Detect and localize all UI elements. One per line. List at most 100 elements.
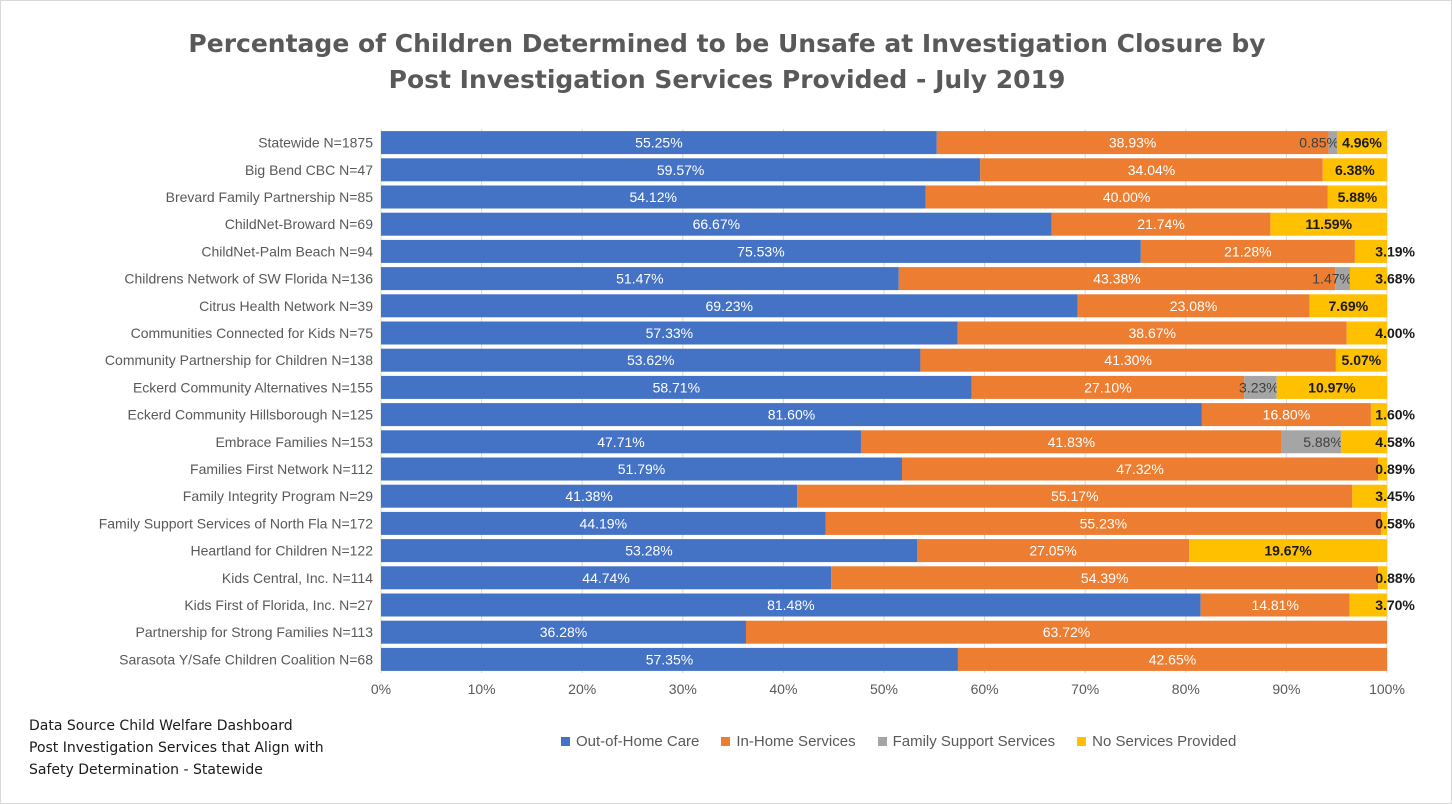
data-label-in-home-services-family-integrity-program-n-29: 55.17% — [1051, 488, 1098, 504]
bar-out-of-home-care-heartland-for-children-n-122 — [381, 539, 917, 563]
bar-out-of-home-care-communities-connected-for-kids-n-75 — [381, 321, 958, 345]
data-label-in-home-services-childnet-palm-beach-n-94: 21.28% — [1224, 243, 1271, 259]
data-label-no-services-provided-big-bend-cbc-n-47: 6.38% — [1335, 162, 1375, 178]
x-tick-label-40: 40% — [769, 681, 797, 697]
data-label-family-support-services-childrens-network-of-sw-florida-n-136: 1.47% — [1312, 271, 1352, 287]
bar-out-of-home-care-citrus-health-network-n-39 — [381, 294, 1078, 318]
category-label-kids-first-of-florida-inc-n-27: Kids First of Florida, Inc. N=27 — [184, 597, 373, 613]
bar-no-services-provided-heartland-for-children-n-122 — [1189, 539, 1387, 563]
source-line-3: Safety Determination - Statewide — [29, 762, 263, 778]
legend-item-family-support-services: Family Support Services — [877, 731, 1055, 751]
category-label-eckerd-community-hillsborough-n-125: Eckerd Community Hillsborough N=125 — [128, 407, 374, 423]
category-label-communities-connected-for-kids-n-75: Communities Connected for Kids N=75 — [131, 325, 374, 341]
data-label-in-home-services-eckerd-community-hillsborough-n-125: 16.80% — [1263, 407, 1310, 423]
data-label-in-home-services-sarasota-y-safe-children-coalition-n-68: 42.65% — [1149, 651, 1196, 667]
x-tick-label-50: 50% — [870, 681, 898, 697]
legend-item-no-services-provided: No Services Provided — [1077, 731, 1236, 751]
bar-out-of-home-care-childnet-palm-beach-n-94 — [381, 239, 1141, 263]
data-label-out-of-home-care-family-integrity-program-n-29: 41.38% — [565, 488, 612, 504]
bar-out-of-home-care-families-first-network-n-112 — [381, 457, 903, 481]
bar-in-home-services-partnership-for-strong-families-n-113 — [745, 620, 1387, 644]
bar-in-home-services-childnet-palm-beach-n-94 — [1140, 239, 1355, 263]
bar-no-services-provided-embrace-families-n-153 — [1340, 430, 1387, 454]
data-label-no-services-provided-embrace-families-n-153: 4.58% — [1375, 434, 1415, 450]
bar-out-of-home-care-kids-first-of-florida-inc-n-27 — [381, 593, 1201, 617]
bar-in-home-services-childrens-network-of-sw-florida-n-136 — [898, 267, 1336, 291]
bar-no-services-provided-family-support-services-of-north-fla-n-172 — [1381, 511, 1387, 535]
category-label-family-support-services-of-north-fla-n-172: Family Support Services of North Fla N=1… — [99, 515, 373, 531]
legend-swatch-no-services-provided — [1077, 736, 1087, 746]
bar-in-home-services-family-support-services-of-north-fla-n-172 — [825, 511, 1382, 535]
bar-in-home-services-kids-first-of-florida-inc-n-27 — [1200, 593, 1350, 617]
category-label-big-bend-cbc-n-47: Big Bend CBC N=47 — [245, 162, 373, 178]
data-label-family-support-services-eckerd-community-alternatives-n-155: 3.23% — [1239, 379, 1279, 395]
x-tick-label-60: 60% — [971, 681, 999, 697]
data-label-no-services-provided-community-partnership-for-children-n-138: 5.07% — [1342, 352, 1382, 368]
data-label-in-home-services-families-first-network-n-112: 47.32% — [1116, 461, 1163, 477]
bar-out-of-home-care-childnet-broward-n-69 — [381, 212, 1052, 236]
data-label-out-of-home-care-eckerd-community-hillsborough-n-125: 81.60% — [768, 407, 815, 423]
category-label-eckerd-community-alternatives-n-155: Eckerd Community Alternatives N=155 — [133, 379, 373, 395]
x-tick-label-20: 20% — [568, 681, 596, 697]
category-label-family-integrity-program-n-29: Family Integrity Program N=29 — [183, 488, 373, 504]
legend-item-in-home-services: In-Home Services — [721, 731, 856, 751]
bar-family-support-services-childrens-network-of-sw-florida-n-136 — [1335, 267, 1350, 291]
legend-label-in-home-services: In-Home Services — [736, 732, 856, 750]
data-label-no-services-provided-kids-central-inc-n-114: 0.88% — [1375, 570, 1415, 586]
bar-in-home-services-sarasota-y-safe-children-coalition-n-68 — [957, 647, 1387, 671]
bar-no-services-provided-eckerd-community-hillsborough-n-125 — [1370, 403, 1387, 427]
data-label-in-home-services-kids-first-of-florida-inc-n-27: 14.81% — [1251, 597, 1298, 613]
bar-in-home-services-family-integrity-program-n-29 — [797, 484, 1353, 508]
category-label-heartland-for-children-n-122: Heartland for Children N=122 — [191, 543, 374, 559]
category-label-sarasota-y-safe-children-coalition-n-68: Sarasota Y/Safe Children Coalition N=68 — [119, 651, 373, 667]
data-label-no-services-provided-childnet-palm-beach-n-94: 3.19% — [1375, 243, 1415, 259]
bar-in-home-services-communities-connected-for-kids-n-75 — [957, 321, 1347, 345]
bar-no-services-provided-statewide-n-1875 — [1337, 131, 1387, 155]
bar-in-home-services-citrus-health-network-n-39 — [1077, 294, 1310, 318]
bar-no-services-provided-community-partnership-for-children-n-138 — [1335, 348, 1387, 372]
data-label-in-home-services-eckerd-community-alternatives-n-155: 27.10% — [1084, 379, 1131, 395]
data-label-in-home-services-childnet-broward-n-69: 21.74% — [1137, 216, 1184, 232]
data-label-in-home-services-statewide-n-1875: 38.93% — [1109, 135, 1156, 151]
category-label-citrus-health-network-n-39: Citrus Health Network N=39 — [199, 298, 373, 314]
bar-out-of-home-care-statewide-n-1875 — [381, 131, 937, 155]
bar-no-services-provided-communities-connected-for-kids-n-75 — [1346, 321, 1387, 345]
bar-no-services-provided-childrens-network-of-sw-florida-n-136 — [1349, 267, 1387, 291]
data-label-no-services-provided-family-integrity-program-n-29: 3.45% — [1375, 488, 1415, 504]
chart-title-line-1: Percentage of Children Determined to be … — [188, 29, 1266, 58]
data-label-in-home-services-family-support-services-of-north-fla-n-172: 55.23% — [1080, 515, 1127, 531]
data-label-out-of-home-care-communities-connected-for-kids-n-75: 57.33% — [646, 325, 693, 341]
source-line-2: Post Investigation Services that Align w… — [29, 740, 324, 756]
bar-out-of-home-care-big-bend-cbc-n-47 — [381, 158, 981, 182]
data-label-out-of-home-care-statewide-n-1875: 55.25% — [635, 135, 682, 151]
chart-title-line-2: Post Investigation Services Provided - J… — [388, 65, 1066, 94]
bar-no-services-provided-big-bend-cbc-n-47 — [1322, 158, 1387, 182]
data-label-in-home-services-community-partnership-for-children-n-138: 41.30% — [1104, 352, 1151, 368]
category-label-childnet-palm-beach-n-94: ChildNet-Palm Beach N=94 — [201, 243, 373, 259]
bar-no-services-provided-brevard-family-partnership-n-85 — [1327, 185, 1387, 209]
data-label-in-home-services-kids-central-inc-n-114: 54.39% — [1081, 570, 1128, 586]
data-label-out-of-home-care-eckerd-community-alternatives-n-155: 58.71% — [653, 379, 700, 395]
data-label-out-of-home-care-heartland-for-children-n-122: 53.28% — [625, 543, 672, 559]
data-label-out-of-home-care-kids-first-of-florida-inc-n-27: 81.48% — [767, 597, 814, 613]
data-label-out-of-home-care-community-partnership-for-children-n-138: 53.62% — [627, 352, 674, 368]
bar-no-services-provided-citrus-health-network-n-39 — [1309, 294, 1387, 318]
data-label-no-services-provided-eckerd-community-hillsborough-n-125: 1.60% — [1375, 407, 1415, 423]
data-label-in-home-services-heartland-for-children-n-122: 27.05% — [1029, 543, 1076, 559]
bar-out-of-home-care-eckerd-community-hillsborough-n-125 — [381, 403, 1202, 427]
data-label-no-services-provided-brevard-family-partnership-n-85: 5.88% — [1338, 189, 1378, 205]
x-tick-label-30: 30% — [669, 681, 697, 697]
bar-no-services-provided-eckerd-community-alternatives-n-155 — [1276, 375, 1388, 399]
data-label-out-of-home-care-partnership-for-strong-families-n-113: 36.28% — [540, 624, 587, 640]
data-label-out-of-home-care-sarasota-y-safe-children-coalition-n-68: 57.35% — [646, 651, 693, 667]
bar-in-home-services-statewide-n-1875 — [936, 131, 1329, 155]
bar-out-of-home-care-kids-central-inc-n-114 — [381, 566, 832, 590]
bar-in-home-services-brevard-family-partnership-n-85 — [925, 185, 1328, 209]
bar-out-of-home-care-brevard-family-partnership-n-85 — [381, 185, 926, 209]
bar-in-home-services-community-partnership-for-children-n-138 — [920, 348, 1336, 372]
data-label-out-of-home-care-families-first-network-n-112: 51.79% — [618, 461, 665, 477]
bar-in-home-services-kids-central-inc-n-114 — [831, 566, 1379, 590]
bar-no-services-provided-family-integrity-program-n-29 — [1352, 484, 1387, 508]
data-label-in-home-services-partnership-for-strong-families-n-113: 63.72% — [1043, 624, 1090, 640]
